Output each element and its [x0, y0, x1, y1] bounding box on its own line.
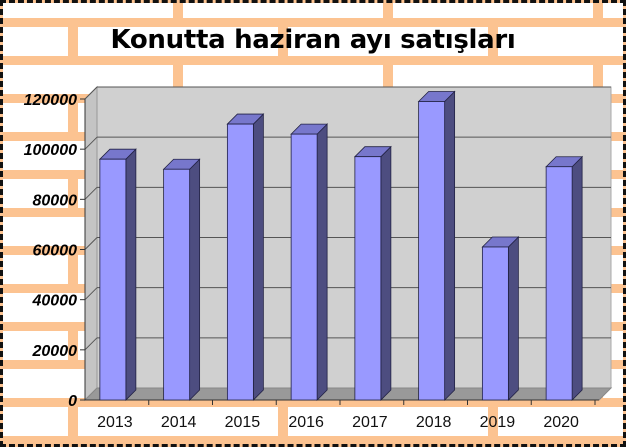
x-tick-label: 2017: [352, 414, 388, 431]
gridline-depth: [84, 337, 98, 351]
x-tick-label: 2018: [416, 414, 452, 431]
brick: [288, 407, 488, 436]
bar-2015: [226, 123, 254, 401]
x-tick-label: 2020: [543, 414, 579, 431]
brick: [498, 27, 623, 56]
bar-2014: [163, 168, 191, 401]
brick: [78, 27, 278, 56]
y-tick-label: 80000: [33, 192, 78, 209]
x-tick-label: 2015: [225, 414, 261, 431]
bar-2013: [99, 158, 127, 401]
brick: [603, 3, 623, 18]
bar-side: [316, 123, 328, 401]
gridline-depth: [84, 186, 98, 200]
x-tick-label: 2013: [97, 414, 133, 431]
bar-2020: [545, 166, 573, 401]
bar-side: [380, 145, 392, 401]
bar-side: [125, 148, 137, 401]
bar-side: [571, 155, 583, 401]
bar-2016: [290, 133, 318, 401]
x-tick-label: 2014: [161, 414, 197, 431]
brick: [3, 331, 68, 360]
bar-chart: 0 20000 40000 60000 80000 100000 120000 2013 201…: [24, 85, 613, 431]
brick: [393, 3, 593, 18]
brick: [183, 3, 383, 18]
brick: [3, 27, 68, 56]
brick: [3, 103, 68, 132]
bar-2017: [354, 156, 382, 401]
brick: [3, 407, 68, 436]
bar-2018: [418, 101, 446, 401]
gridline-depth: [84, 287, 98, 301]
y-tick-label: 20000: [32, 343, 78, 360]
brick: [3, 179, 68, 208]
brick: [498, 407, 623, 436]
brick: [3, 3, 173, 18]
y-tick-label: 0: [68, 393, 77, 410]
y-tick-label: 60000: [33, 243, 78, 260]
brick: [3, 255, 68, 284]
bar-side: [507, 236, 519, 401]
chart-title: Konutta haziran ayı satışları: [110, 25, 516, 55]
bar-side: [252, 113, 264, 401]
y-tick-label: 40000: [32, 293, 78, 310]
gridline-depth: [84, 237, 98, 250]
bar-side: [444, 90, 456, 401]
y-tick-label: 100000: [24, 142, 77, 159]
brick: [288, 27, 488, 56]
y-tick-label: 120000: [24, 92, 77, 109]
brick: [78, 407, 278, 436]
gridline-depth: [84, 86, 98, 100]
gridline-depth: [84, 136, 98, 150]
x-tick-label: 2016: [288, 414, 324, 431]
bar-2019: [481, 246, 509, 401]
bar-side: [189, 158, 201, 401]
x-tick-label: 2019: [480, 414, 516, 431]
